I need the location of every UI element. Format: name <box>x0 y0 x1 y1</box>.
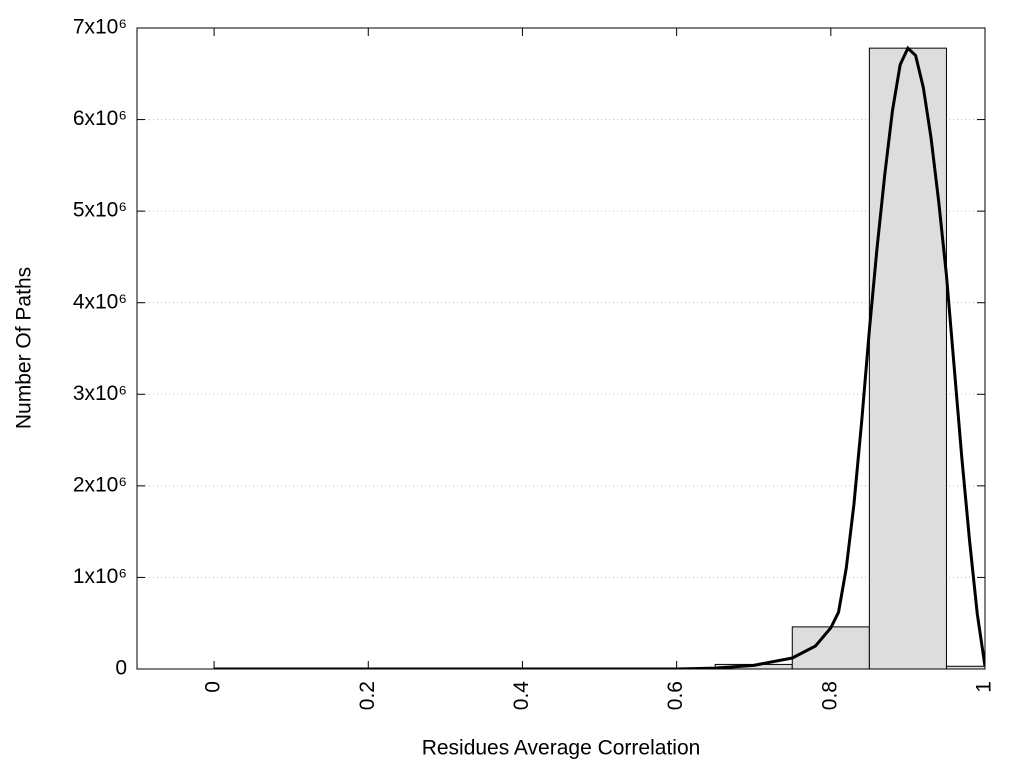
x-axis-label: Residues Average Correlation <box>422 737 701 760</box>
x-tick-label: 0.8 <box>818 681 841 710</box>
y-tick-label: 6x10⁶ <box>73 107 127 130</box>
y-tick-label: 0 <box>115 657 127 680</box>
plot-frame <box>136 27 986 670</box>
y-tick-label: 7x10⁶ <box>73 16 127 39</box>
y-tick-label: 4x10⁶ <box>73 290 127 313</box>
y-tick-label: 3x10⁶ <box>73 382 127 405</box>
y-tick-label: 5x10⁶ <box>73 199 127 222</box>
y-tick-label: 1x10⁶ <box>73 565 127 588</box>
y-axis-label: Number Of Paths <box>13 267 36 429</box>
plot-area <box>214 45 985 669</box>
x-tick-label: 0.4 <box>510 681 533 711</box>
curve <box>214 45 985 669</box>
bar <box>868 47 947 669</box>
x-tick-label: 1 <box>973 681 996 693</box>
x-tick-label: 0.2 <box>356 681 379 710</box>
x-tick-label: 0 <box>202 681 225 693</box>
x-tick-label: 0.6 <box>664 681 687 710</box>
y-tick-label: 2x10⁶ <box>73 473 127 496</box>
bar <box>791 626 870 669</box>
